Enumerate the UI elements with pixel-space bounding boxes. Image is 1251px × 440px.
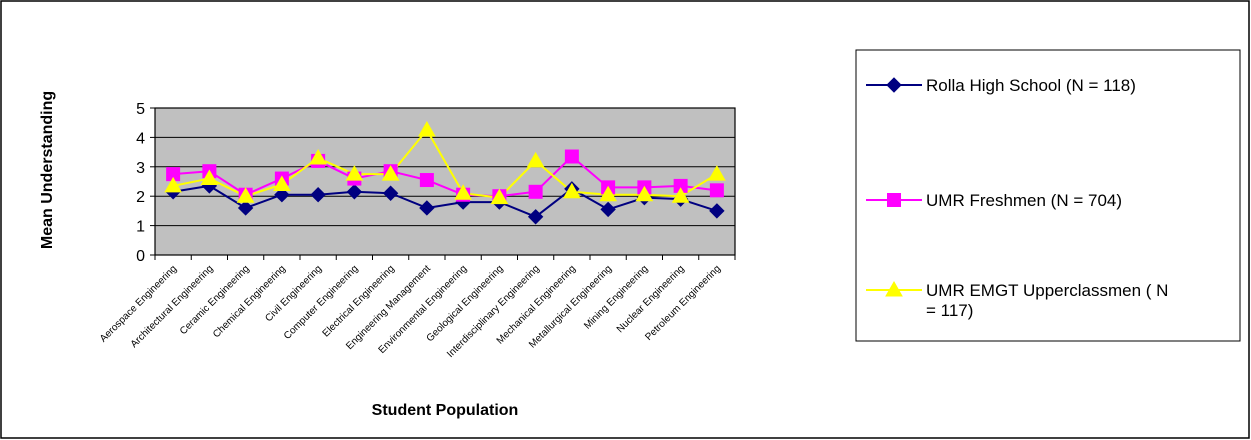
y-tick-label: 0 [136, 248, 145, 265]
data-point [671, 187, 690, 203]
data-point [382, 185, 399, 201]
data-point [527, 209, 544, 225]
data-point [237, 200, 254, 216]
y-axis-ticks: 0 1 2 3 4 5 [136, 101, 155, 265]
legend-label: = 117) [926, 301, 973, 320]
series-markers [164, 121, 726, 225]
series-line [173, 155, 717, 198]
x-axis-title: Student Population [372, 402, 519, 419]
data-point [564, 149, 579, 164]
data-point [454, 184, 472, 200]
legend-label: UMR Freshmen (N = 704) [926, 191, 1122, 210]
data-point [526, 151, 545, 168]
data-point [345, 165, 364, 181]
y-tick-label: 2 [136, 189, 145, 206]
series-line [172, 184, 718, 218]
y-axis-title: Mean Understanding [39, 91, 56, 249]
data-point [273, 175, 291, 191]
data-point [419, 173, 434, 188]
data-point [346, 184, 363, 200]
data-point [600, 201, 616, 218]
data-point [528, 184, 543, 199]
y-tick-label: 4 [136, 130, 145, 147]
series-line [172, 129, 718, 199]
data-point [274, 187, 290, 203]
y-tick-label: 3 [136, 160, 145, 177]
legend-marker [885, 280, 903, 297]
data-point [599, 185, 617, 202]
data-point [309, 148, 327, 165]
data-point [708, 165, 726, 181]
data-point [381, 165, 400, 181]
data-point [490, 188, 509, 205]
y-tick-label: 1 [136, 219, 145, 236]
legend: Rolla High School (N = 118) UMR Freshmen … [855, 49, 1241, 342]
data-point [419, 200, 435, 216]
legend-label: UMR EMGT Upperclassmen ( N [926, 281, 1168, 300]
series-lines [172, 129, 718, 218]
data-point [563, 182, 581, 199]
data-point [635, 185, 654, 202]
y-tick-label: 5 [136, 101, 145, 118]
data-point [164, 176, 182, 193]
data-point [236, 187, 255, 203]
data-point [418, 121, 436, 137]
data-point [200, 169, 219, 186]
data-point [709, 203, 725, 219]
legend-box [855, 49, 1241, 342]
data-point [709, 183, 724, 198]
legend-marker [887, 193, 901, 207]
legend-label: Rolla High School (N = 118) [926, 76, 1136, 95]
legend-marker [886, 77, 902, 93]
data-point [310, 187, 326, 203]
